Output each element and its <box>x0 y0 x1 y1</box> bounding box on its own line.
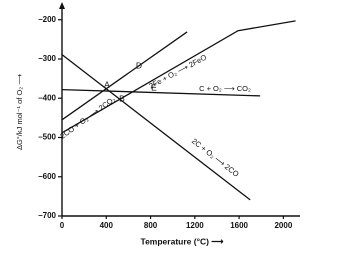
point-label: E <box>151 82 157 92</box>
point-label: A <box>104 79 110 89</box>
y-tick-label: –400 <box>38 93 56 102</box>
axis-arrow <box>59 2 65 9</box>
x-tick-label: 0 <box>60 221 65 230</box>
x-tick-label: 1200 <box>186 221 204 230</box>
x-tick-label: 800 <box>144 221 158 230</box>
y-tick-label: –200 <box>38 15 56 24</box>
x-tick-label: 400 <box>100 221 114 230</box>
line-label: C + O₂ ⟶ CO₂ <box>199 84 251 93</box>
x-tick-label: 2000 <box>274 221 292 230</box>
x-axis-label: Temperature (°C) ⟶ <box>141 236 225 246</box>
y-axis-label: ΔG°/kJ mol⁻¹ of O₂ ⟶ <box>15 73 24 150</box>
series-line <box>61 54 251 201</box>
series-line <box>61 88 261 97</box>
y-tick-label: –700 <box>38 211 56 220</box>
series-line <box>61 31 188 121</box>
y-tick-label: –500 <box>38 133 56 142</box>
y-tick-label: –300 <box>38 54 56 63</box>
series-line <box>61 20 296 134</box>
x-tick-label: 1600 <box>230 221 248 230</box>
y-tick-label: –600 <box>38 172 56 181</box>
point-label: B <box>119 93 125 103</box>
point-label: D <box>136 60 142 70</box>
